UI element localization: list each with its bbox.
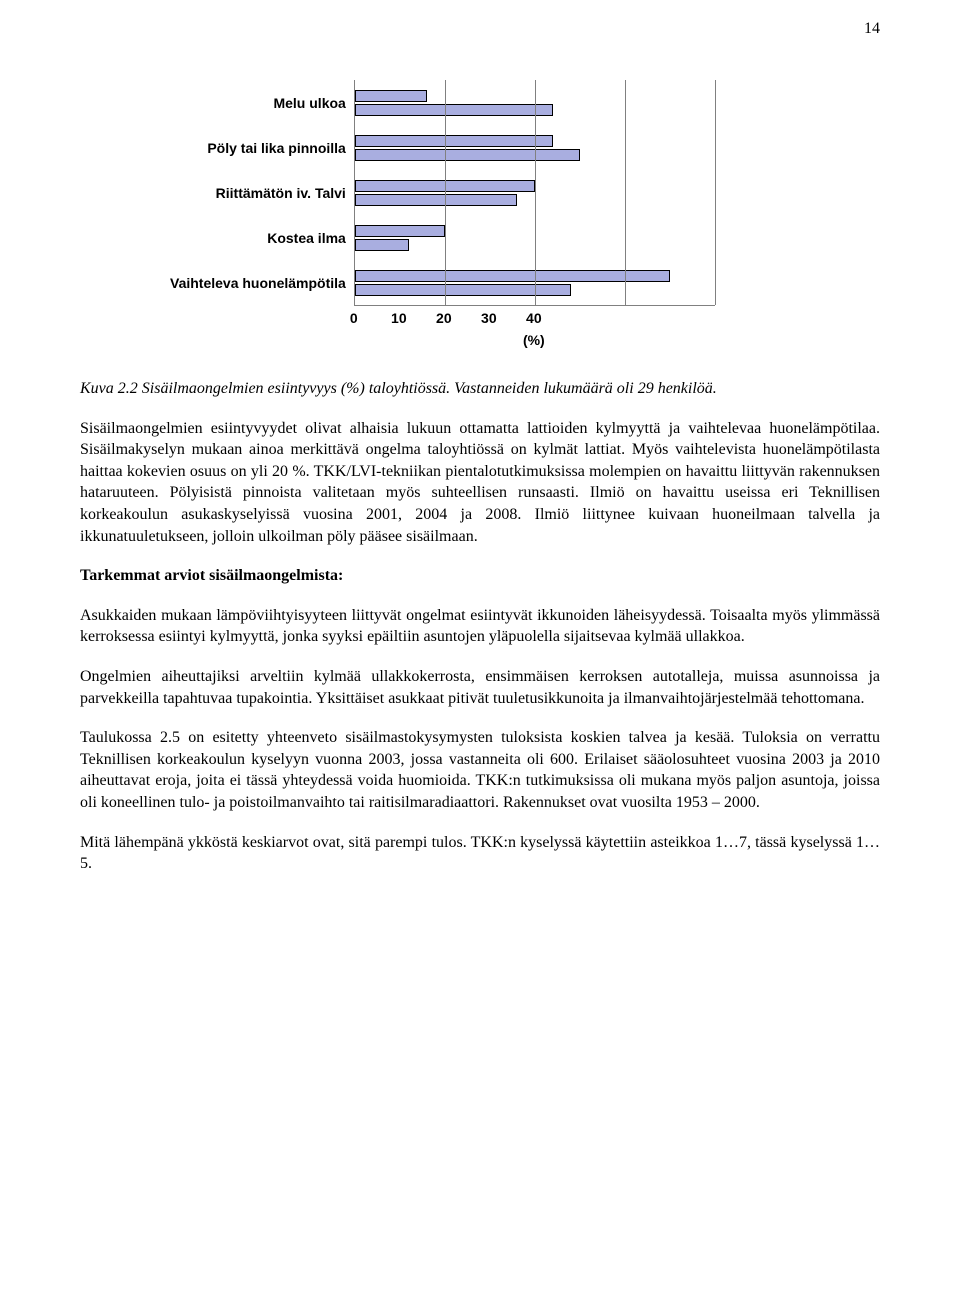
category-label: Vaihteleva huonelämpötila [170, 275, 346, 291]
bar [355, 284, 571, 296]
x-axis-label: (%) [354, 332, 714, 348]
bar [355, 149, 580, 161]
bar [355, 104, 553, 116]
paragraph-5: Mitä lähempänä ykköstä keskiarvot ovat, … [80, 832, 880, 875]
figure-caption: Kuva 2.2 Sisäilmaongelmien esiintyvyys (… [80, 378, 880, 400]
paragraph-3: Ongelmien aiheuttajiksi arveltiin kylmää… [80, 666, 880, 709]
bar [355, 90, 427, 102]
bar [355, 194, 517, 206]
category-label: Kostea ilma [170, 230, 346, 246]
page-number: 14 [864, 20, 880, 38]
category-label: Pöly tai lika pinnoilla [170, 140, 346, 156]
x-axis-ticks: 010203040 [354, 310, 715, 326]
bar-chart: Melu ulkoa Pöly tai lika pinnoilla Riittäm… [170, 80, 880, 348]
bar [355, 135, 553, 147]
section-heading: Tarkemmat arviot sisäilmaongelmista: [80, 565, 880, 587]
y-axis-labels: Melu ulkoa Pöly tai lika pinnoilla Riittäm… [170, 80, 354, 305]
paragraph-2: Asukkaiden mukaan lämpöviihtyisyyteen li… [80, 605, 880, 648]
category-label: Melu ulkoa [170, 95, 346, 111]
category-label: Riittämätön iv. Talvi [170, 185, 346, 201]
bar [355, 270, 670, 282]
bar [355, 225, 445, 237]
bar [355, 239, 409, 251]
x-tick-label: 40 [489, 310, 579, 326]
paragraph-1: Sisäilmaongelmien esiintyvyydet olivat a… [80, 418, 880, 548]
paragraph-4: Taulukossa 2.5 on esitetty yhteenveto si… [80, 727, 880, 813]
plot-area [354, 80, 715, 306]
